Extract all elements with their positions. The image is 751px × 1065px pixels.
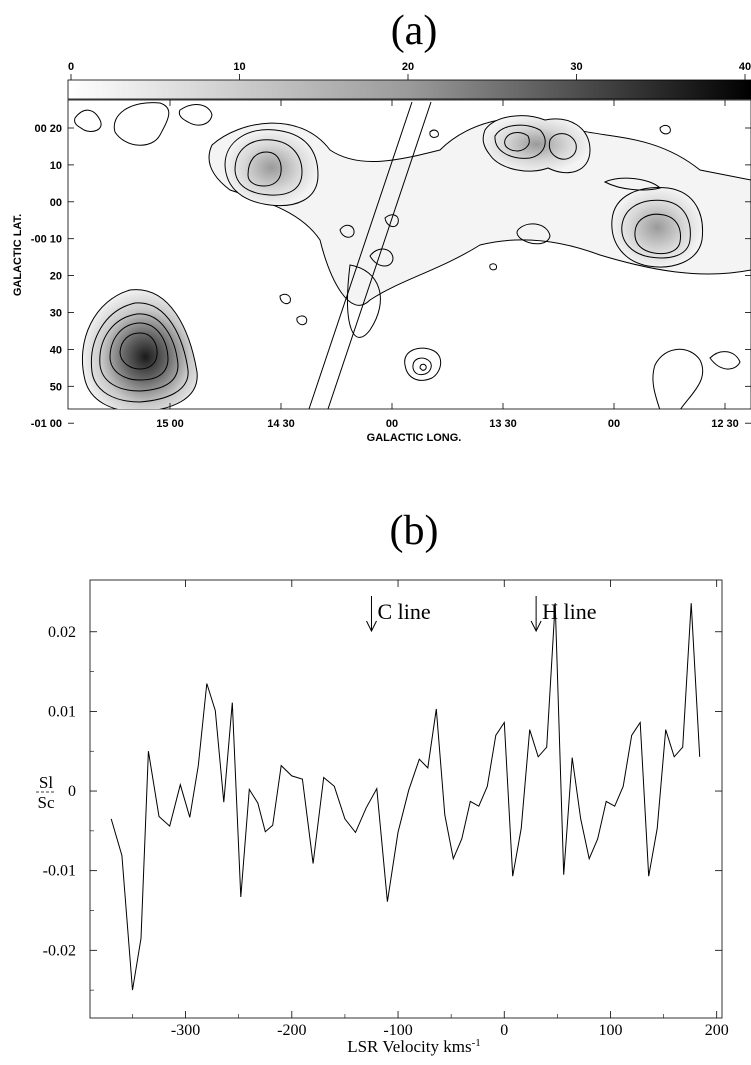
colorbar-tick-label: 10	[233, 61, 245, 73]
panel-a-map: (a) 0 10 20 30 40	[12, 8, 751, 444]
lat-tick-label: 10	[50, 160, 62, 172]
colorbar-tick-label: 20	[402, 61, 414, 73]
map-content	[74, 101, 751, 409]
annotation-label: H line	[542, 599, 596, 624]
annotation-label: C line	[377, 599, 430, 624]
spectrum-line	[110, 603, 701, 991]
long-tick-label: 15 00	[156, 418, 184, 430]
x-axis-label-exponent: -1	[472, 1037, 481, 1049]
panel-b-spectrum: (b) -300 -200 -100 0 100 200 -0.02 -0.01 0 0.01 0.…	[36, 508, 729, 1056]
long-tick-label: 12 30	[711, 418, 739, 430]
colorbar-tick-label: 0	[68, 61, 74, 73]
x-tick-label: -100	[383, 1022, 412, 1039]
panel-a-x-axis-label: GALACTIC LONG.	[367, 432, 462, 444]
y-axis-label-denominator: Sc	[38, 793, 55, 812]
x-tick-label: 200	[705, 1022, 729, 1039]
annotation-h-line: H line	[530, 596, 597, 633]
y-tick-label: -0.01	[43, 863, 76, 880]
lat-tick-label: 00	[50, 197, 62, 209]
x-axis-label-text: LSR Velocity kms	[347, 1037, 471, 1056]
colorbar	[67, 79, 751, 100]
panel-a-label: (a)	[391, 8, 438, 54]
annotation-arrowhead	[366, 620, 377, 633]
colorbar-tick-label: 40	[739, 61, 751, 73]
long-tick-label: 13 30	[489, 418, 517, 430]
y-axis-label: Sl Sc	[36, 773, 56, 812]
long-tick-label: 00	[608, 418, 620, 430]
x-tick-label: -300	[171, 1022, 200, 1039]
y-tick-label: -0.02	[43, 942, 76, 959]
x-tick-label: 100	[598, 1022, 622, 1039]
long-tick-label: 14 30	[267, 418, 295, 430]
y-axis-label-numerator: Sl	[39, 773, 53, 792]
y-tick-label: 0.02	[48, 624, 76, 641]
lat-tick-label: 50	[50, 381, 62, 393]
long-tick-label: 00	[386, 418, 398, 430]
lat-tick-label: -00 10	[31, 234, 62, 246]
x-tick-label: -200	[277, 1022, 306, 1039]
y-tick-label: 0	[68, 783, 76, 800]
lat-tick-label: 20	[50, 271, 62, 283]
lat-tick-label: 40	[50, 344, 62, 356]
plot-frame	[89, 579, 723, 1019]
y-tick-label: 0.01	[48, 703, 76, 720]
colorbar-tick-label: 30	[570, 61, 582, 73]
panel-b-label: (b)	[390, 508, 439, 554]
x-axis-label: LSR Velocity kms-1	[347, 1037, 481, 1056]
lat-tick-label: 00 20	[34, 123, 62, 135]
x-tick-label: 0	[500, 1022, 508, 1039]
panel-a-y-axis-label: GALACTIC LAT.	[12, 214, 24, 296]
annotation-c-line: C line	[366, 596, 431, 633]
annotation-arrowhead	[530, 620, 542, 633]
lat-tick-label: 30	[50, 308, 62, 320]
lat-tick-label: -01 00	[31, 418, 62, 430]
